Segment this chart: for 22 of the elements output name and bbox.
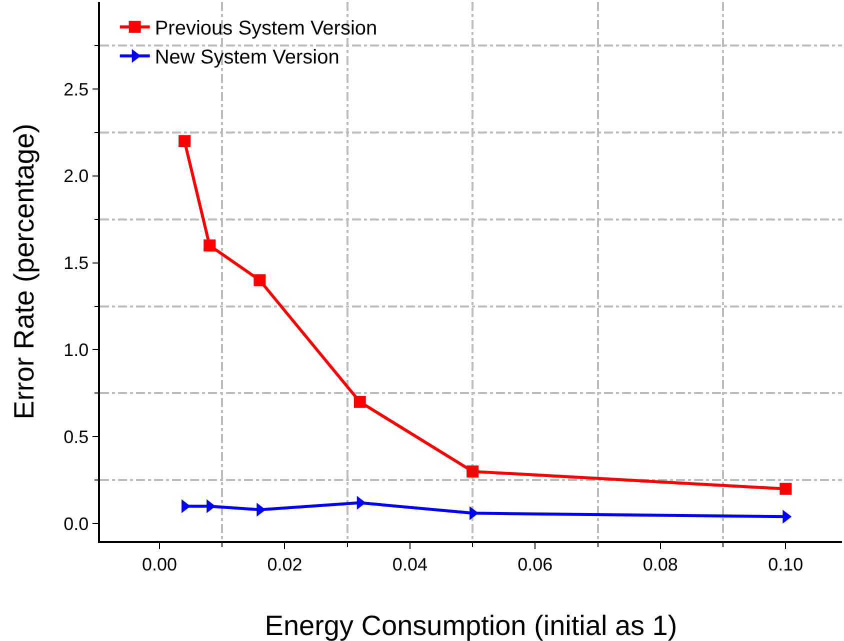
point — [354, 396, 366, 408]
y-tick-label: 0.5 — [64, 426, 89, 447]
y-tick-label: 1.0 — [64, 340, 89, 360]
x-tick-label: 0.08 — [642, 554, 678, 574]
y-axis-title: Error Rate (percentage) — [8, 124, 40, 420]
x-tick-label: 0.10 — [768, 554, 804, 574]
y-tick-label: 2.0 — [64, 166, 89, 186]
x-tick-label: 0.06 — [518, 554, 553, 574]
x-tick-label: 0.02 — [267, 554, 302, 574]
y-tick-label: 2.5 — [64, 79, 89, 100]
point — [780, 482, 792, 495]
point — [466, 465, 479, 478]
x-tick-label: 0.04 — [392, 554, 428, 574]
legend-label: New System Version — [154, 46, 340, 69]
x-tick-label: 0.00 — [142, 554, 178, 574]
point — [178, 135, 191, 148]
point — [254, 274, 266, 286]
y-tick-label: 1.5 — [64, 253, 89, 274]
x-axis-title: Energy Consumption (initial as 1) — [264, 610, 678, 641]
point — [204, 239, 216, 252]
y-tick-label: 0.0 — [64, 514, 89, 534]
legend-label: Previous System Version — [154, 18, 378, 40]
